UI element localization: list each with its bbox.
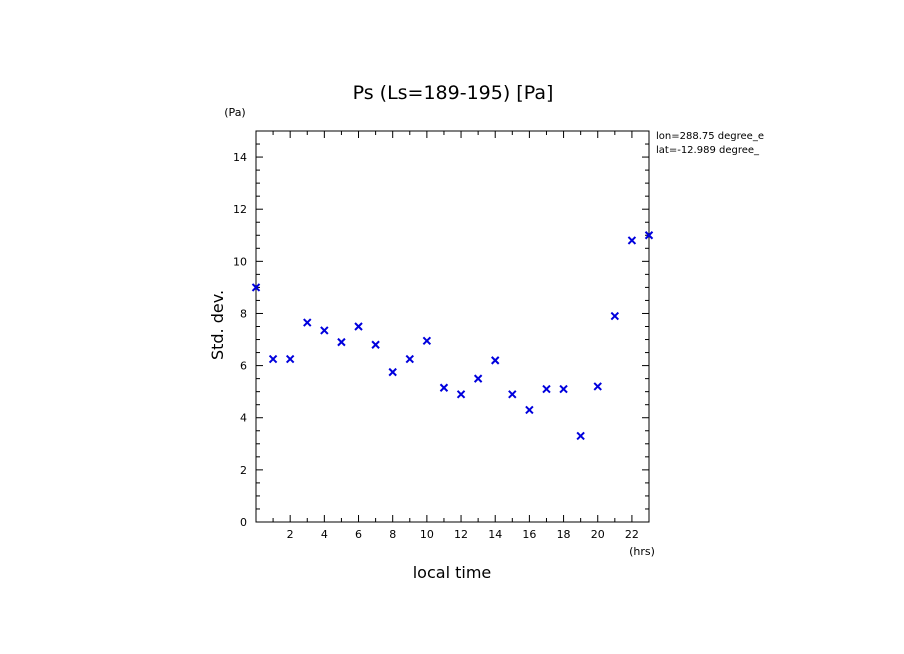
x-tick-label: 6 [355,528,362,541]
data-point-stroke [422,336,432,346]
data-point [405,354,414,364]
x-tick-label: 10 [420,528,434,541]
data-point [422,336,432,346]
y-tick-label: 2 [240,464,247,477]
y-axis-unit: (Pa) [224,106,245,119]
data-point [388,367,397,377]
data-point-stroke [405,354,414,364]
data-point [627,236,637,245]
data-point [371,340,380,349]
x-tick-label: 20 [591,528,605,541]
data-point [610,311,620,321]
data-point [456,390,466,399]
annotation-lat: lat=-12.989 degree_ [656,145,760,156]
y-tick-label: 8 [240,307,247,320]
x-tick-label: 2 [287,528,294,541]
data-point-stroke [320,326,329,335]
data-point-stroke [542,384,551,394]
data-point [508,390,517,399]
data-point-stroke [491,356,500,365]
y-tick-label: 4 [240,412,247,425]
x-tick-label: 12 [454,528,468,541]
x-tick-label: 16 [522,528,536,541]
x-tick-label: 18 [557,528,571,541]
data-point-stroke [371,340,380,349]
data-point [354,322,363,331]
data-point-stroke [456,390,466,399]
data-point [285,354,295,364]
x-tick-label: 4 [321,528,328,541]
data-point [303,318,312,327]
data-point [439,383,449,392]
y-tick-label: 12 [233,203,247,216]
axes: 0 2 4 6 8 10 12 14 2 4 6 8 10 12 14 16 18 20 22 [233,130,650,541]
data-point-stroke [593,382,602,391]
x-axis-title: local time [413,563,492,582]
data-point-stroke [473,374,483,383]
y-tick-label: 0 [240,516,247,529]
data-point-stroke [559,384,568,394]
data-point-stroke [439,383,449,392]
data-point-stroke [285,354,295,364]
data-point [525,405,534,415]
data-point-stroke [268,354,278,364]
data-point-stroke [337,337,346,347]
data-point-stroke [508,390,517,399]
data-point [491,356,500,365]
data-point-stroke [576,431,585,441]
y-tick-label: 6 [240,360,247,373]
data-point [644,231,654,240]
plot-frame [255,130,650,523]
data-point [473,374,483,383]
data-point-stroke [644,231,654,240]
y-tick-label: 10 [233,255,247,268]
data-point [320,326,329,335]
data-markers [251,231,654,441]
x-tick-label: 14 [488,528,502,541]
data-point-stroke [627,236,637,245]
data-point [542,384,551,394]
x-tick-label: 22 [625,528,639,541]
data-point [337,337,346,347]
data-point-stroke [525,405,534,415]
data-point-stroke [610,311,620,321]
data-point [593,382,602,391]
data-point [576,431,585,441]
y-tick-label: 14 [233,151,247,164]
data-point-stroke [251,283,261,292]
data-point [268,354,278,364]
x-tick-label: 8 [389,528,396,541]
data-point-stroke [354,322,363,331]
data-point-stroke [388,367,397,377]
annotation-lon: lon=288.75 degree_e [656,131,764,142]
data-point [559,384,568,394]
x-axis-unit: (hrs) [629,545,655,558]
chart-title: Ps (Ls=189-195) [Pa] [353,82,554,104]
data-point-stroke [303,318,312,327]
y-axis-title: Std. dev. [208,290,227,360]
data-point [251,283,261,292]
